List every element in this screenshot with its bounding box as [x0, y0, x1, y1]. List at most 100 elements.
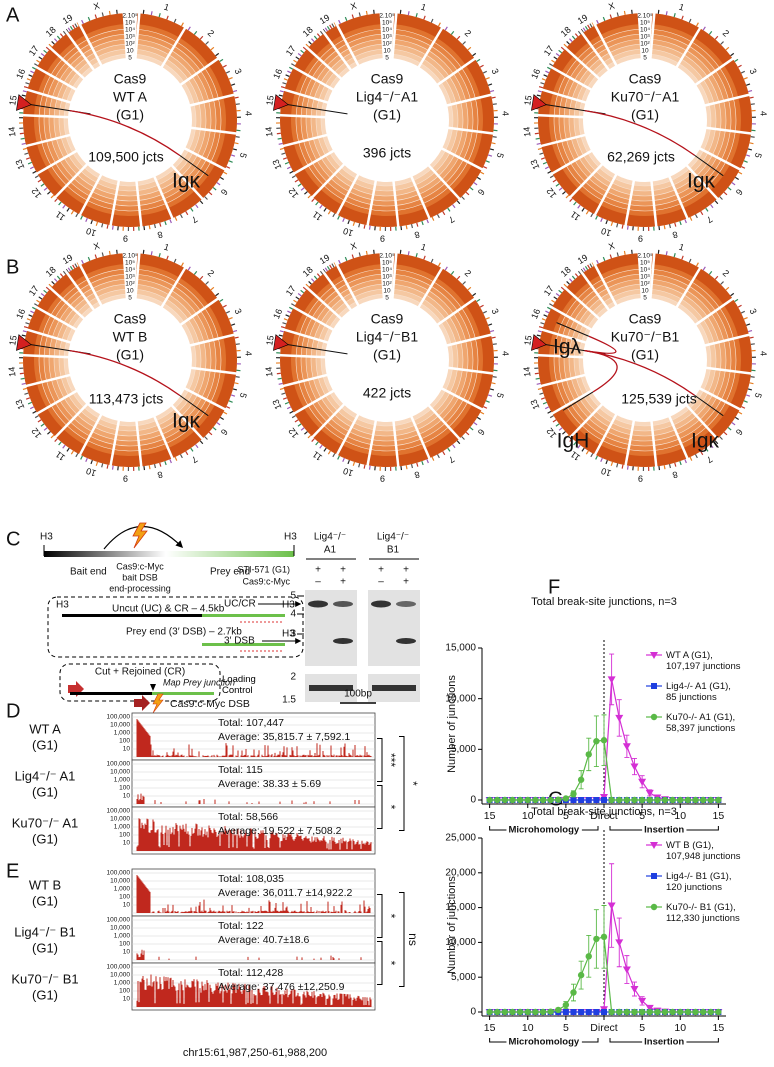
- legend-entry: WT A (G1), 107,197 junctions: [646, 650, 740, 672]
- chrom-label: 14: [263, 366, 274, 377]
- track-y-label: 100: [119, 832, 130, 839]
- cytoband: [486, 78, 490, 80]
- data-point: [593, 797, 599, 803]
- band-label: UC/CR: [224, 599, 256, 610]
- data-point: [615, 939, 623, 946]
- cytoband: [231, 324, 235, 325]
- chrom-label: 19: [576, 12, 590, 26]
- cytoband: [280, 331, 284, 332]
- scale-label: 10⁵: [125, 260, 135, 267]
- size-marker: 3: [290, 629, 296, 640]
- row-label: Ku70⁻/⁻ A1: [12, 815, 79, 830]
- cytoband: [209, 432, 212, 435]
- cytoband: [229, 161, 233, 163]
- chrom-label: 12: [286, 186, 300, 200]
- track-y-label: 100,000: [107, 808, 131, 815]
- data-point: [578, 797, 584, 803]
- data-point: [540, 797, 546, 803]
- cytoband: [370, 466, 371, 470]
- cytoband: [567, 281, 570, 284]
- scale-label: 10⁵: [382, 260, 392, 267]
- cytoband: [748, 149, 752, 150]
- scale-label: 2.10⁵: [122, 13, 138, 20]
- cytoband: [338, 216, 340, 220]
- cytoband: [343, 218, 345, 222]
- circos-title: Cas9: [114, 311, 147, 327]
- cytoband: [750, 383, 754, 384]
- data-point: [692, 1009, 698, 1015]
- cytoband: [353, 222, 354, 226]
- cytoband: [554, 57, 557, 59]
- chrom-label: 14: [263, 126, 274, 137]
- cytoband: [617, 253, 618, 257]
- row-label: (G1): [32, 940, 58, 955]
- chrom-label: 14: [6, 126, 17, 137]
- cytoband: [223, 172, 226, 174]
- data-point: [494, 1009, 500, 1015]
- data-point: [646, 790, 654, 797]
- cytoband: [21, 138, 25, 139]
- cytoband: [488, 395, 492, 396]
- cytoband: [167, 256, 168, 260]
- cytoband: [480, 412, 483, 414]
- cytoband: [695, 454, 697, 458]
- cytoband: [680, 461, 681, 465]
- cytoband: [575, 274, 578, 277]
- y-tick-label: 0: [470, 795, 476, 806]
- lane-group-label: Lig4⁻/⁻: [377, 532, 409, 543]
- cytoband: [205, 437, 208, 440]
- chrom-label: 16: [529, 307, 542, 320]
- junction-count: 62,269 jcts: [607, 149, 675, 165]
- cytoband: [556, 184, 559, 186]
- data-point: [631, 1009, 637, 1015]
- chrom-label: 4: [758, 351, 768, 357]
- chrom-label: 19: [61, 12, 75, 26]
- cytoband: [493, 137, 497, 138]
- track-y-label: 1,000: [114, 730, 131, 737]
- cytoband: [545, 407, 549, 409]
- cytoband: [314, 276, 317, 279]
- x-tick-label: 5: [563, 1022, 569, 1034]
- cytoband: [233, 91, 237, 92]
- group-label: Insertion: [644, 1037, 684, 1048]
- cytoband: [473, 293, 476, 295]
- scale-label: 10⁵: [640, 260, 650, 267]
- x-tick-label: 15: [484, 1022, 496, 1034]
- row-label: Lig4⁻/⁻ B1: [14, 924, 75, 939]
- cytoband: [293, 300, 296, 302]
- circos-title: WT A: [113, 89, 148, 105]
- cytoband: [628, 226, 629, 230]
- cytoband: [406, 225, 407, 229]
- chrom-label: 4: [500, 351, 510, 357]
- cytoband: [682, 16, 683, 20]
- cytoband: [473, 53, 476, 55]
- cytoband: [462, 437, 465, 440]
- cytoband: [701, 211, 703, 214]
- cytoband: [283, 398, 287, 399]
- panel-label: A: [6, 4, 20, 26]
- legend-label: Ku70-/- B1 (G1), 112,330 junctions: [666, 902, 740, 924]
- cytoband: [559, 50, 562, 53]
- chrom-label: 8: [413, 229, 420, 240]
- track-y-label: 100: [119, 738, 130, 745]
- cytoband: [624, 11, 625, 15]
- sig-bracket: [377, 786, 382, 829]
- fragment-label: Uncut (UC) & CR – 4.5kb: [112, 604, 225, 615]
- cytoband: [88, 17, 90, 21]
- cytoband: [39, 57, 42, 59]
- circos-title: Cas9: [371, 71, 404, 87]
- circos-plot: 12345678910111213141516171819X2.10⁵10⁵10…: [6, 1, 253, 244]
- cytoband: [468, 287, 471, 290]
- data-point: [700, 797, 706, 803]
- cytoband: [359, 463, 360, 467]
- cytoband: [160, 223, 161, 227]
- circos-title: (G1): [373, 107, 401, 123]
- cytoband: [738, 172, 741, 174]
- cytoband: [25, 323, 29, 324]
- cytoband: [666, 11, 667, 15]
- row-label: WT B: [29, 877, 61, 892]
- cytoband: [325, 28, 327, 31]
- circos-title: (G1): [373, 347, 401, 363]
- chrom-label: 11: [54, 209, 67, 223]
